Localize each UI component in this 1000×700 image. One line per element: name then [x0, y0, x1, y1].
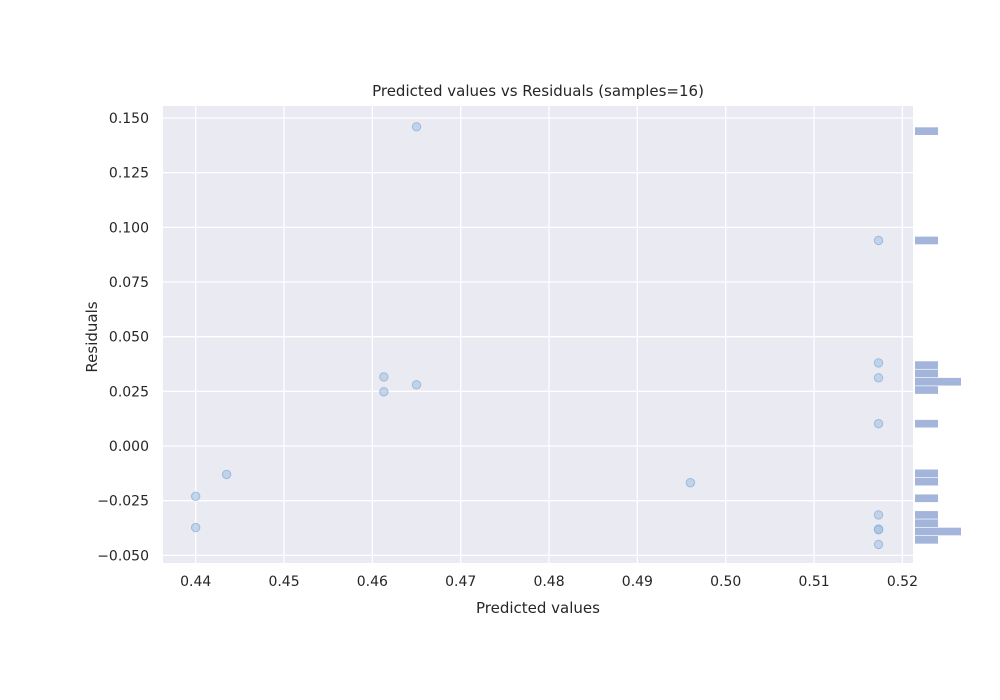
scatter-point — [412, 123, 420, 131]
y-tick-label: −0.025 — [97, 494, 149, 510]
histogram-bar — [915, 511, 938, 519]
x-tick-label: 0.45 — [268, 574, 299, 590]
y-tick-label: 0.000 — [109, 439, 149, 455]
y-tick-label: 0.100 — [109, 220, 149, 236]
x-tick-label: 0.49 — [622, 574, 653, 590]
x-tick-label: 0.44 — [180, 574, 211, 590]
histogram-bar — [915, 528, 961, 536]
x-tick-label: 0.52 — [887, 574, 918, 590]
histogram-bar — [915, 237, 938, 245]
scatter-point — [874, 540, 882, 548]
x-tick-label: 0.50 — [710, 574, 741, 590]
y-tick-labels: −0.050 −0.025 0.000 0.025 0.050 0.075 0.100 0.1… — [97, 111, 149, 564]
histogram-bar — [915, 470, 938, 478]
scatter-point — [191, 523, 199, 531]
x-tick-labels: 0.44 0.45 0.46 0.47 0.48 0.49 0.50 0.51 0.52 — [180, 574, 918, 590]
scatter-point — [874, 511, 882, 519]
histogram-bar — [915, 378, 961, 386]
scatter-point — [380, 373, 388, 381]
y-tick-label: −0.050 — [97, 548, 149, 564]
scatter-point — [686, 479, 694, 487]
scatter-point — [874, 420, 882, 428]
x-axis-label: Predicted values — [476, 599, 600, 617]
histogram-bar — [915, 386, 938, 394]
y-tick-label: 0.075 — [109, 275, 149, 291]
histogram-bar — [915, 127, 938, 135]
plot-area — [163, 106, 913, 563]
y-tick-label: 0.025 — [109, 384, 149, 400]
histogram-bar — [915, 361, 938, 369]
scatter-point — [874, 236, 882, 244]
histogram-bar — [915, 494, 938, 502]
scatter-point — [874, 374, 882, 382]
y-axis-label: Residuals — [83, 301, 101, 372]
scatter-point — [222, 470, 230, 478]
y-tick-label: 0.050 — [109, 330, 149, 346]
histogram-bar — [915, 420, 938, 428]
x-tick-label: 0.46 — [357, 574, 388, 590]
x-tick-label: 0.47 — [445, 574, 476, 590]
chart-title: Predicted values vs Residuals (samples=1… — [372, 82, 704, 100]
y-tick-label: 0.150 — [109, 111, 149, 127]
x-tick-label: 0.48 — [533, 574, 564, 590]
scatter-point — [380, 388, 388, 396]
scatter-point — [874, 359, 882, 367]
histogram-bar — [915, 370, 938, 378]
scatter-point — [191, 492, 199, 500]
scatter-point — [412, 381, 420, 389]
scatter-point — [874, 526, 882, 534]
histogram-bar — [915, 519, 938, 527]
y-tick-label: 0.125 — [109, 166, 149, 182]
histogram-bar — [915, 536, 938, 544]
marginal-histogram — [915, 127, 961, 543]
histogram-bar — [915, 478, 938, 486]
x-tick-label: 0.51 — [798, 574, 829, 590]
